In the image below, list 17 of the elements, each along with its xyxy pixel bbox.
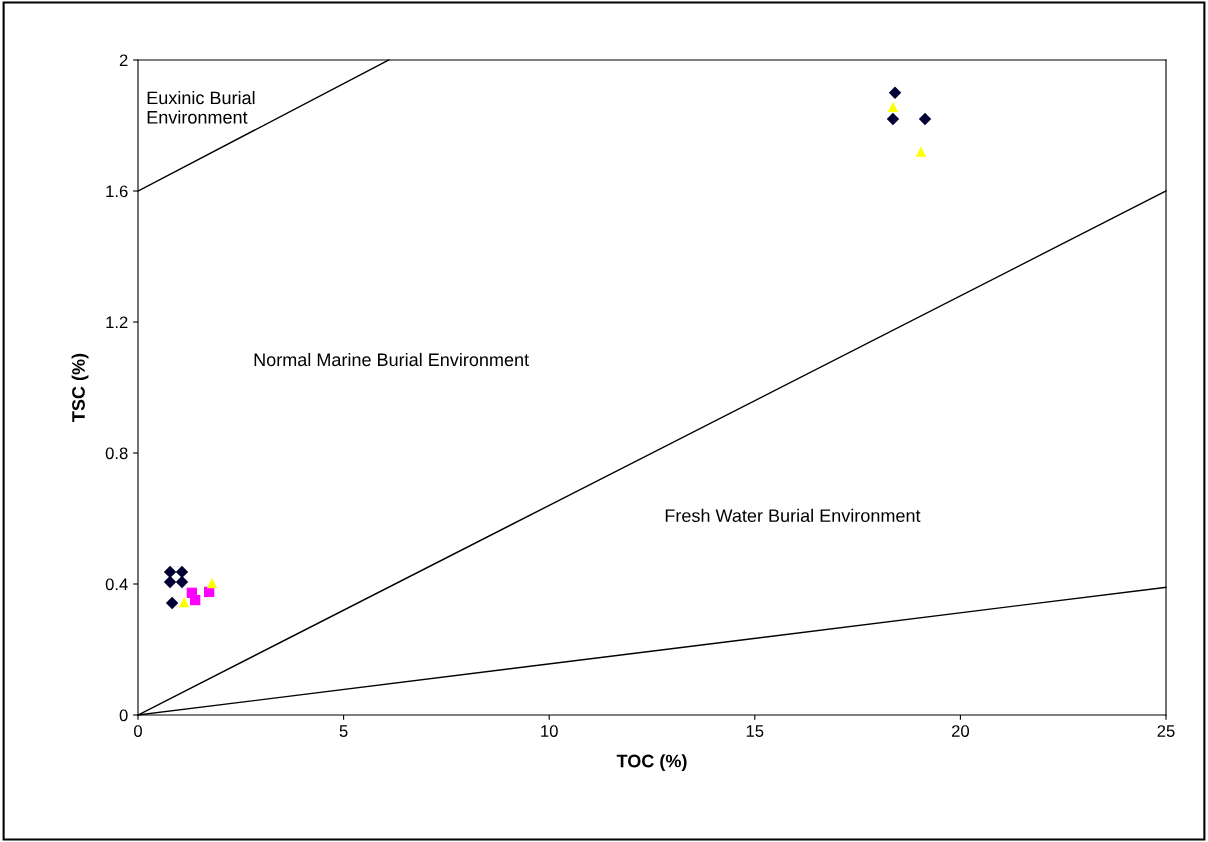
- x-axis-title: TOC (%): [616, 754, 687, 771]
- y-tick-label: 1.2: [106, 316, 128, 329]
- y-tick-label: 1.6: [106, 185, 128, 198]
- y-tick-label: 0.4: [105, 578, 128, 591]
- y-tick-label: 0: [119, 709, 128, 722]
- y-tick-label: 2: [119, 54, 128, 67]
- x-tick-label: 25: [1157, 725, 1175, 737]
- y-axis-title: TSC (%): [71, 353, 89, 422]
- x-tick-label: 5: [339, 725, 348, 737]
- x-tick-label: 15: [746, 725, 764, 737]
- y-tick-label: 0.8: [105, 447, 128, 460]
- annotation: Euxinic Burial Environment: [147, 90, 255, 124]
- x-tick-label: 20: [951, 725, 970, 737]
- annotation: Normal Marine Burial Environment: [254, 352, 529, 367]
- annotation: Fresh Water Burial Environment: [665, 508, 921, 523]
- x-tick-label: 10: [541, 725, 558, 737]
- x-tick-label: 0: [134, 725, 142, 737]
